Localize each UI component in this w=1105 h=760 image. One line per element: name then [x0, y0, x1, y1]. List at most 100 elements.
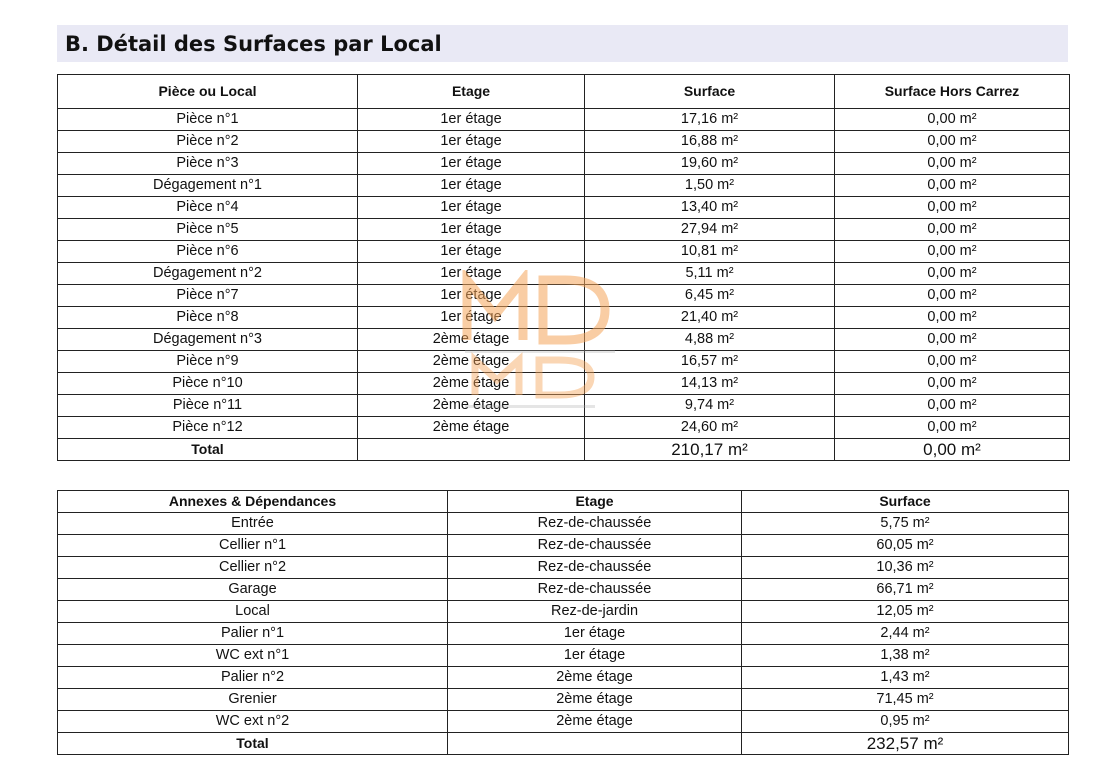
cell-piece: Pièce n°6 — [57, 240, 358, 263]
cell-surface: 27,94 m² — [584, 218, 835, 241]
cell-hors-carrez: 0,00 m² — [834, 350, 1070, 373]
cell-hors-carrez: 0,00 m² — [834, 152, 1070, 175]
cell-surface: 1,38 m² — [741, 644, 1069, 667]
cell-surface: 9,74 m² — [584, 394, 835, 417]
table-row: Pièce n°6 1er étage 10,81 m² 0,00 m² — [57, 240, 1070, 263]
cell-surface: 60,05 m² — [741, 534, 1069, 557]
cell-etage: 2ème étage — [357, 372, 585, 395]
cell-etage: 1er étage — [357, 218, 585, 241]
table-row: Pièce n°3 1er étage 19,60 m² 0,00 m² — [57, 152, 1070, 175]
cell-surface: 71,45 m² — [741, 688, 1069, 711]
cell-surface: 24,60 m² — [584, 416, 835, 439]
table-row: Dégagement n°2 1er étage 5,11 m² 0,00 m² — [57, 262, 1070, 285]
table-row: WC ext n°2 2ème étage 0,95 m² — [57, 710, 1069, 733]
cell-etage: 1er étage — [357, 306, 585, 329]
cell-piece: Pièce n°3 — [57, 152, 358, 175]
cell-piece: Pièce n°4 — [57, 196, 358, 219]
table-row: Pièce n°4 1er étage 13,40 m² 0,00 m² — [57, 196, 1070, 219]
total-surface: 210,17 m² — [584, 438, 835, 461]
cell-annexe: WC ext n°1 — [57, 644, 448, 667]
table-row: Entrée Rez-de-chaussée 5,75 m² — [57, 512, 1069, 535]
cell-hors-carrez: 0,00 m² — [834, 284, 1070, 307]
cell-hors-carrez: 0,00 m² — [834, 328, 1070, 351]
table-row: Palier n°1 1er étage 2,44 m² — [57, 622, 1069, 645]
cell-annexe: Palier n°2 — [57, 666, 448, 689]
surfaces-table: Pièce ou Local Etage Surface Surface Hor… — [57, 74, 1070, 461]
cell-piece: Dégagement n°1 — [57, 174, 358, 197]
cell-etage: 1er étage — [357, 196, 585, 219]
table-row: Pièce n°7 1er étage 6,45 m² 0,00 m² — [57, 284, 1070, 307]
cell-hors-carrez: 0,00 m² — [834, 196, 1070, 219]
cell-piece: Pièce n°10 — [57, 372, 358, 395]
cell-etage: 2ème étage — [357, 394, 585, 417]
table-row: Dégagement n°1 1er étage 1,50 m² 0,00 m² — [57, 174, 1070, 197]
cell-annexe: Grenier — [57, 688, 448, 711]
table-row: Cellier n°2 Rez-de-chaussée 10,36 m² — [57, 556, 1069, 579]
cell-surface: 5,75 m² — [741, 512, 1069, 535]
cell-hors-carrez: 0,00 m² — [834, 130, 1070, 153]
cell-etage: 1er étage — [357, 152, 585, 175]
cell-surface: 10,36 m² — [741, 556, 1069, 579]
cell-surface: 5,11 m² — [584, 262, 835, 285]
cell-surface: 16,88 m² — [584, 130, 835, 153]
cell-surface: 6,45 m² — [584, 284, 835, 307]
cell-surface: 21,40 m² — [584, 306, 835, 329]
table-row: Cellier n°1 Rez-de-chaussée 60,05 m² — [57, 534, 1069, 557]
header-piece: Pièce ou Local — [57, 74, 358, 109]
cell-surface: 1,50 m² — [584, 174, 835, 197]
cell-hors-carrez: 0,00 m² — [834, 262, 1070, 285]
cell-etage: Rez-de-chaussée — [447, 512, 742, 535]
table-row: Dégagement n°3 2ème étage 4,88 m² 0,00 m² — [57, 328, 1070, 351]
cell-surface: 17,16 m² — [584, 108, 835, 131]
header-etage: Etage — [447, 490, 742, 513]
cell-surface: 66,71 m² — [741, 578, 1069, 601]
cell-piece: Dégagement n°3 — [57, 328, 358, 351]
table-row: Pièce n°8 1er étage 21,40 m² 0,00 m² — [57, 306, 1070, 329]
cell-piece: Pièce n°8 — [57, 306, 358, 329]
header-surface: Surface — [584, 74, 835, 109]
total-label: Total — [57, 732, 448, 755]
total-label: Total — [57, 438, 358, 461]
cell-surface: 14,13 m² — [584, 372, 835, 395]
cell-etage: 1er étage — [357, 130, 585, 153]
cell-surface: 2,44 m² — [741, 622, 1069, 645]
table-row: Grenier 2ème étage 71,45 m² — [57, 688, 1069, 711]
cell-annexe: Local — [57, 600, 448, 623]
table-row: Pièce n°1 1er étage 17,16 m² 0,00 m² — [57, 108, 1070, 131]
cell-etage: Rez-de-chaussée — [447, 534, 742, 557]
cell-hors-carrez: 0,00 m² — [834, 218, 1070, 241]
cell-etage: 2ème étage — [357, 328, 585, 351]
header-hors-carrez: Surface Hors Carrez — [834, 74, 1070, 109]
cell-piece: Dégagement n°2 — [57, 262, 358, 285]
total-hors-carrez: 0,00 m² — [834, 438, 1070, 461]
cell-surface: 4,88 m² — [584, 328, 835, 351]
cell-annexe: Palier n°1 — [57, 622, 448, 645]
cell-etage: 2ème étage — [357, 350, 585, 373]
cell-surface: 10,81 m² — [584, 240, 835, 263]
cell-surface: 0,95 m² — [741, 710, 1069, 733]
cell-piece: Pièce n°2 — [57, 130, 358, 153]
total-row: Total 210,17 m² 0,00 m² — [57, 438, 1070, 461]
cell-etage: 1er étage — [357, 174, 585, 197]
annexes-table: Annexes & Dépendances Etage Surface Entr… — [57, 490, 1069, 755]
total-row: Total 232,57 m² — [57, 732, 1069, 755]
total-surface: 232,57 m² — [741, 732, 1069, 755]
cell-hors-carrez: 0,00 m² — [834, 174, 1070, 197]
cell-annexe: WC ext n°2 — [57, 710, 448, 733]
cell-etage: 1er étage — [357, 108, 585, 131]
cell-hors-carrez: 0,00 m² — [834, 372, 1070, 395]
table-row: Garage Rez-de-chaussée 66,71 m² — [57, 578, 1069, 601]
table-row: Local Rez-de-jardin 12,05 m² — [57, 600, 1069, 623]
cell-etage: 1er étage — [447, 644, 742, 667]
cell-etage: Rez-de-chaussée — [447, 578, 742, 601]
cell-piece: Pièce n°5 — [57, 218, 358, 241]
section-title: B. Détail des Surfaces par Local — [57, 25, 1068, 62]
table-row: Palier n°2 2ème étage 1,43 m² — [57, 666, 1069, 689]
table-row: WC ext n°1 1er étage 1,38 m² — [57, 644, 1069, 667]
table-row: Pièce n°12 2ème étage 24,60 m² 0,00 m² — [57, 416, 1070, 439]
cell-etage: 2ème étage — [447, 666, 742, 689]
table-row: Pièce n°9 2ème étage 16,57 m² 0,00 m² — [57, 350, 1070, 373]
cell-hors-carrez: 0,00 m² — [834, 240, 1070, 263]
cell-hors-carrez: 0,00 m² — [834, 416, 1070, 439]
table-row: Pièce n°2 1er étage 16,88 m² 0,00 m² — [57, 130, 1070, 153]
